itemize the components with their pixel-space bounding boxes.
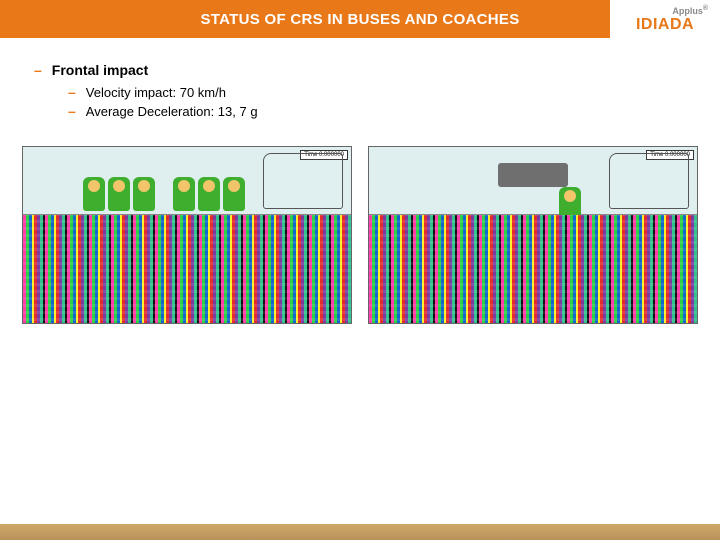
simulation-row: Time 0.000000 Time 0.000000	[0, 122, 720, 324]
seat-icon	[173, 177, 195, 211]
dash-icon: –	[68, 84, 76, 100]
bullet-level1-text: Frontal impact	[52, 62, 148, 78]
dash-icon: –	[68, 103, 76, 119]
simulation-panel-left: Time 0.000000	[22, 146, 352, 324]
seat-icon	[223, 177, 245, 211]
seat-row	[173, 177, 245, 211]
bus-outline-icon	[609, 153, 689, 209]
bullet-level2: – Average Deceleration: 13, 7 g	[68, 103, 686, 119]
seat-icon	[198, 177, 220, 211]
glitch-region	[23, 215, 351, 323]
logo-main-text: IDIADA	[636, 16, 694, 34]
dash-icon: –	[34, 62, 42, 78]
bullet-level2-text: Average Deceleration: 13, 7 g	[86, 104, 258, 119]
logo-top-text: Applus®	[672, 5, 708, 16]
seat-icon	[108, 177, 130, 211]
glitch-region	[369, 215, 697, 323]
simulation-panel-right: Time 0.000000	[368, 146, 698, 324]
bullet-level2: – Velocity impact: 70 km/h	[68, 84, 686, 100]
bullet-level2-text: Velocity impact: 70 km/h	[86, 85, 226, 100]
seat-icon	[133, 177, 155, 211]
grey-block-icon	[498, 163, 568, 187]
page-title: STATUS OF CRS IN BUSES AND COACHES	[200, 11, 519, 28]
footer-bar	[0, 524, 720, 540]
seat-icon	[83, 177, 105, 211]
brand-logo: Applus® IDIADA	[610, 0, 720, 38]
title-bar: STATUS OF CRS IN BUSES AND COACHES Applu…	[0, 0, 720, 38]
content-area: – Frontal impact – Velocity impact: 70 k…	[0, 38, 720, 119]
seat-row	[83, 177, 155, 211]
bus-outline-icon	[263, 153, 343, 209]
bullet-level1: – Frontal impact	[34, 62, 686, 78]
